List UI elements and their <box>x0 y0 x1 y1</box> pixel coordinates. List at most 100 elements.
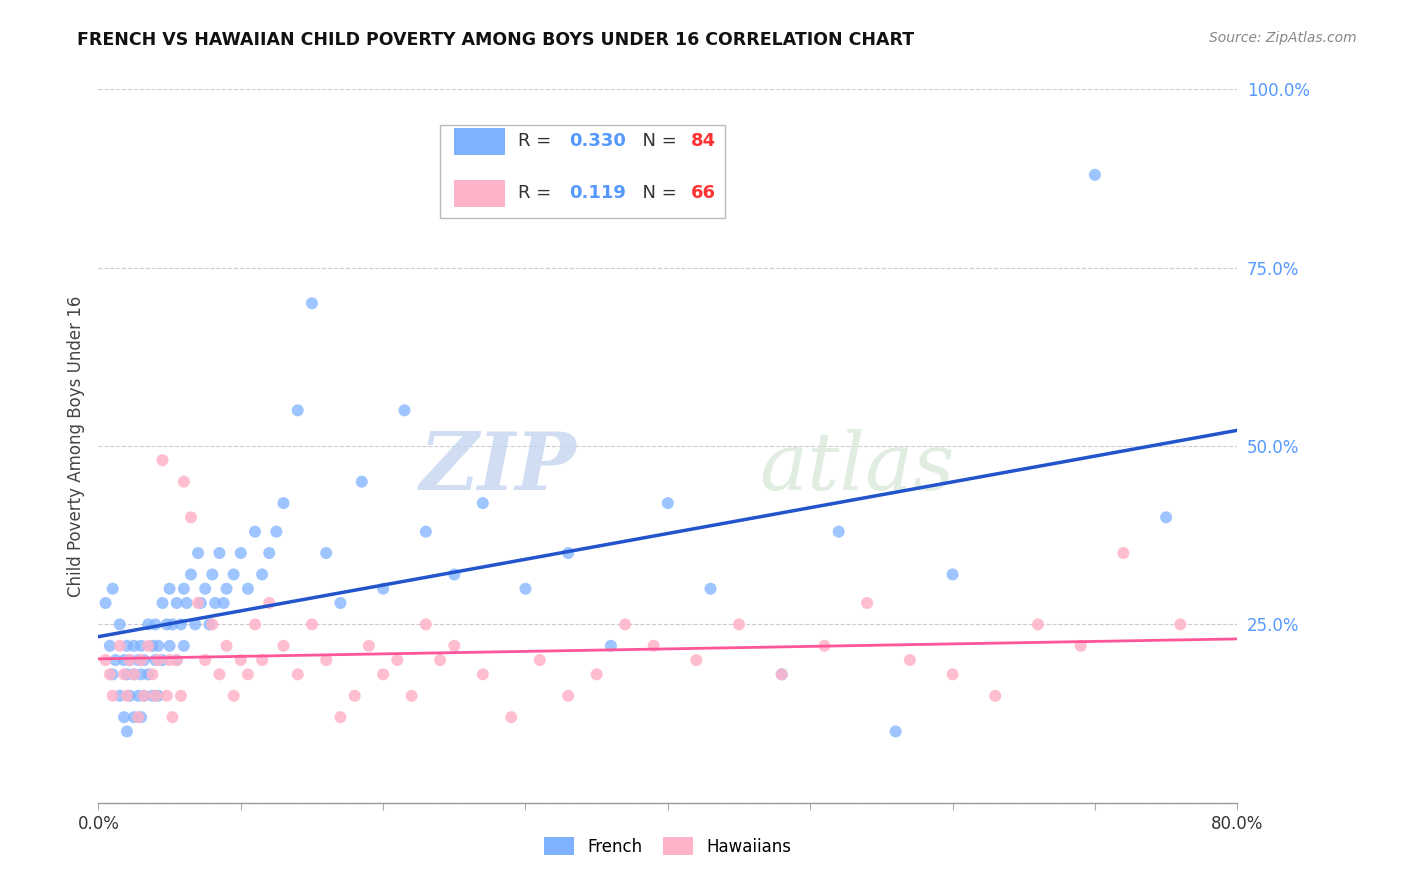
Point <box>250 567 273 582</box>
Point <box>1170 617 1192 632</box>
Point <box>208 546 231 560</box>
Point <box>152 596 174 610</box>
Point <box>728 617 751 632</box>
Point <box>127 689 149 703</box>
Point <box>132 653 155 667</box>
Point <box>148 653 170 667</box>
Point <box>243 617 266 632</box>
Point <box>259 546 281 560</box>
Point <box>115 667 138 681</box>
Point <box>122 667 145 681</box>
Point <box>112 653 135 667</box>
Point <box>127 653 149 667</box>
Point <box>699 582 721 596</box>
Point <box>180 567 202 582</box>
Point <box>329 710 352 724</box>
Point <box>112 667 135 681</box>
Point <box>94 596 117 610</box>
Point <box>1070 639 1092 653</box>
Point <box>194 653 217 667</box>
Point <box>170 689 193 703</box>
Point <box>173 582 195 596</box>
Point <box>429 653 451 667</box>
Point <box>122 639 145 653</box>
Text: 84: 84 <box>690 132 716 150</box>
FancyBboxPatch shape <box>454 180 505 207</box>
Point <box>443 639 465 653</box>
Text: N =: N = <box>631 132 683 150</box>
Point <box>198 617 221 632</box>
Point <box>898 653 921 667</box>
Point <box>176 596 198 610</box>
Point <box>132 689 155 703</box>
Point <box>122 667 145 681</box>
Point <box>173 475 195 489</box>
Point <box>187 546 209 560</box>
Point <box>515 582 537 596</box>
Point <box>108 639 131 653</box>
Point <box>259 596 281 610</box>
Point <box>136 617 159 632</box>
Point <box>152 453 174 467</box>
Point <box>101 582 124 596</box>
Point <box>350 475 373 489</box>
Point <box>166 653 188 667</box>
Point <box>159 582 181 596</box>
Point <box>129 667 152 681</box>
Point <box>600 639 623 653</box>
Point <box>204 596 226 610</box>
Point <box>229 546 252 560</box>
Point <box>984 689 1007 703</box>
Point <box>159 653 181 667</box>
Point <box>108 689 131 703</box>
Point <box>145 617 167 632</box>
Point <box>212 596 235 610</box>
Point <box>387 653 409 667</box>
Point <box>156 689 179 703</box>
Point <box>187 596 209 610</box>
Point <box>884 724 907 739</box>
Point <box>329 596 352 610</box>
Text: ZIP: ZIP <box>420 429 576 506</box>
Point <box>115 639 138 653</box>
Point <box>273 496 295 510</box>
Point <box>643 639 665 653</box>
Point <box>1084 168 1107 182</box>
Point <box>170 617 193 632</box>
Point <box>415 617 437 632</box>
Point <box>145 653 167 667</box>
Point <box>118 653 141 667</box>
Text: R =: R = <box>517 132 557 150</box>
Point <box>301 296 323 310</box>
Point <box>585 667 607 681</box>
Point <box>229 653 252 667</box>
Point <box>118 689 141 703</box>
Point <box>162 710 184 724</box>
Point <box>343 689 366 703</box>
Point <box>136 667 159 681</box>
Point <box>162 617 184 632</box>
Point <box>301 617 323 632</box>
Legend: French, Hawaiians: French, Hawaiians <box>537 830 799 863</box>
Point <box>129 653 152 667</box>
Point <box>1112 546 1135 560</box>
Point <box>357 639 380 653</box>
Point <box>243 524 266 539</box>
Point <box>236 582 259 596</box>
Point <box>394 403 416 417</box>
Point <box>1026 617 1049 632</box>
Point <box>236 667 259 681</box>
Point <box>614 617 637 632</box>
Point <box>141 667 163 681</box>
Point <box>159 639 181 653</box>
Point <box>201 617 224 632</box>
Point <box>141 639 163 653</box>
Point <box>443 567 465 582</box>
Point <box>813 639 835 653</box>
Point <box>266 524 288 539</box>
Point <box>122 710 145 724</box>
Y-axis label: Child Poverty Among Boys Under 16: Child Poverty Among Boys Under 16 <box>66 295 84 597</box>
Point <box>173 639 195 653</box>
Point <box>145 689 167 703</box>
Point <box>148 639 170 653</box>
